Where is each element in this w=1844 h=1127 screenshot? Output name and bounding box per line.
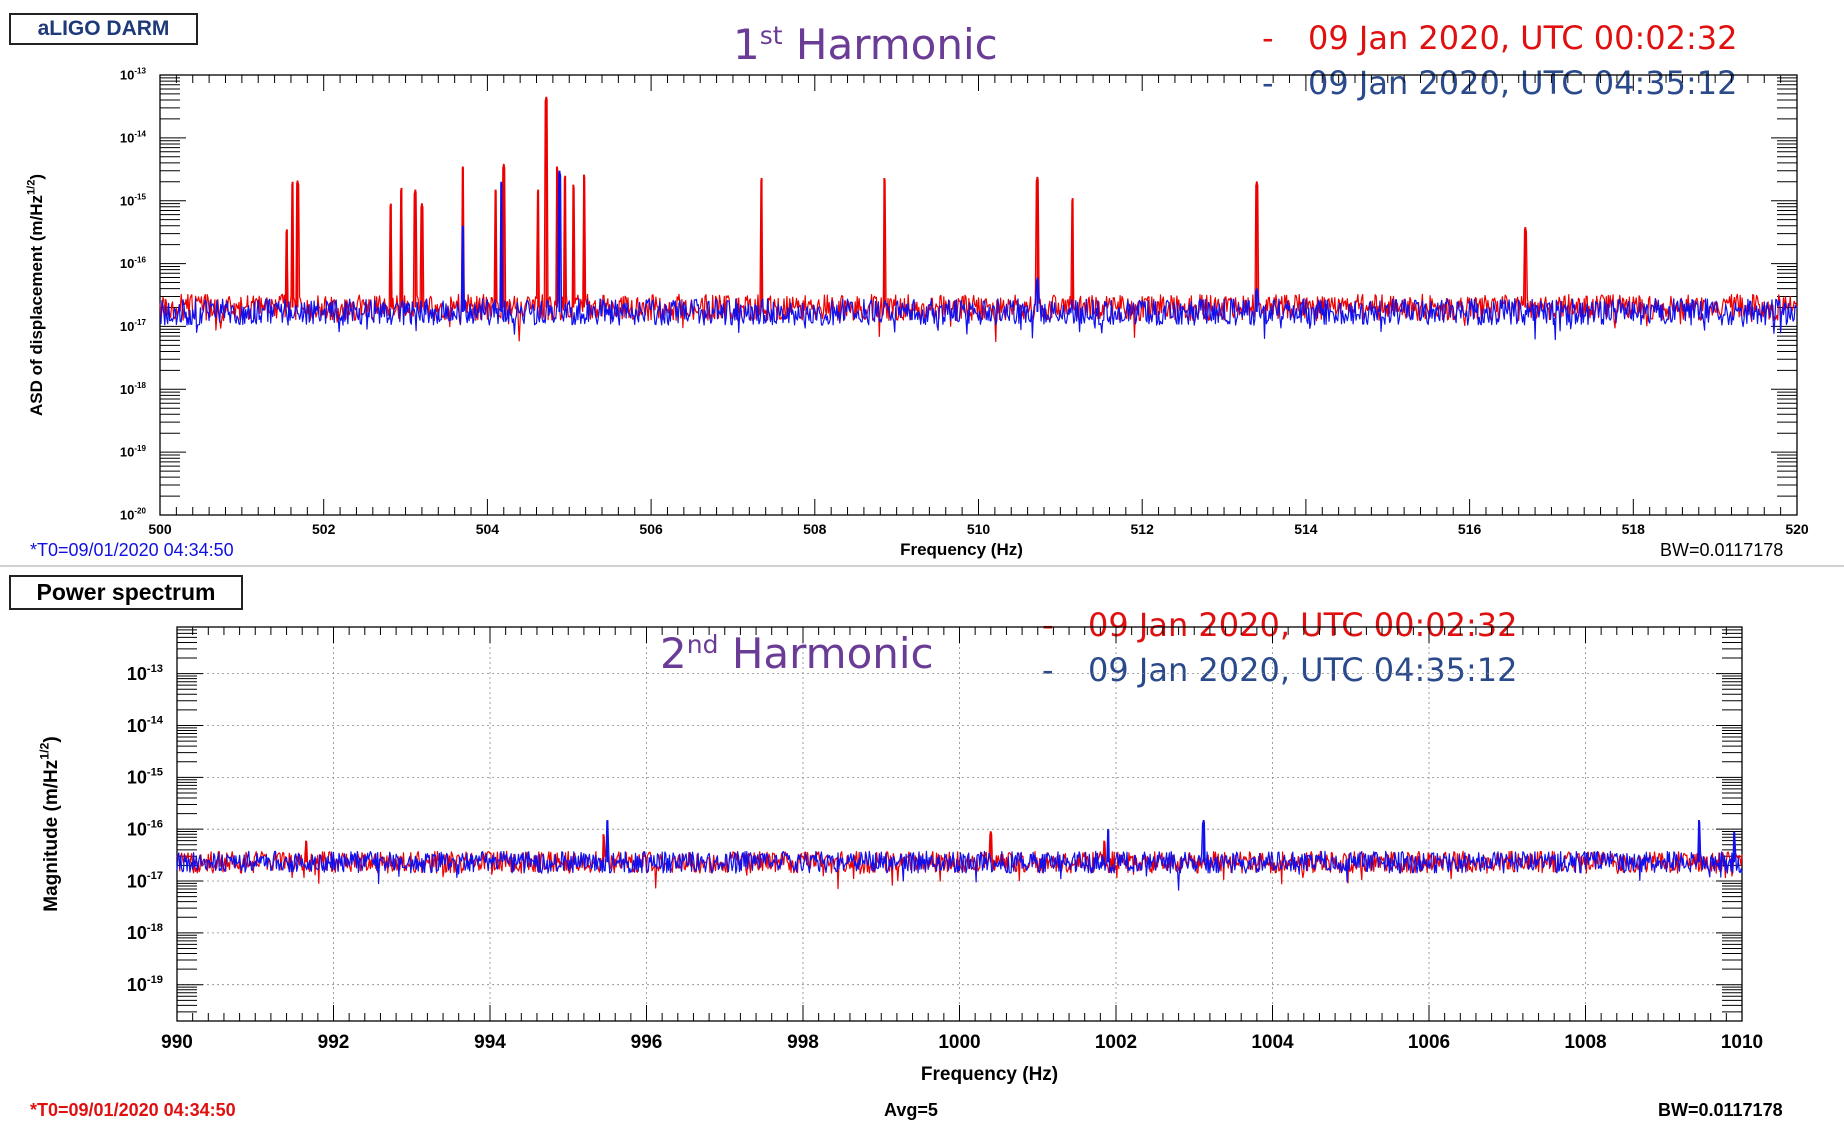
harmonic-ordinal: 1 xyxy=(733,20,760,69)
x-tick-label: 1000 xyxy=(938,1032,980,1053)
x-axis-title: Frequency (Hz) xyxy=(921,1064,1058,1085)
panel-first-harmonic: aLIGO DARM 1st Harmonic -09 Jan 2020, UT… xyxy=(9,13,1809,560)
y-tick-label: 10-13 xyxy=(120,67,147,83)
x-tick-label: 1002 xyxy=(1095,1032,1137,1053)
x-tick-label: 996 xyxy=(631,1032,663,1053)
legend-entry-red: -09 Jan 2020, UTC 00:02:32 xyxy=(1042,603,1518,648)
x-tick-label: 520 xyxy=(1785,521,1809,537)
harmonic-ordinal: 2 xyxy=(660,629,687,678)
legend-label: 09 Jan 2020, UTC 00:02:32 xyxy=(1308,19,1738,57)
y-tick-label: 10-19 xyxy=(127,974,163,995)
legend: -09 Jan 2020, UTC 00:02:32 -09 Jan 2020,… xyxy=(1262,16,1738,106)
y-tick-label: 10-15 xyxy=(127,767,163,788)
series-line xyxy=(159,170,1798,341)
y-tick-label: 10-17 xyxy=(127,870,163,891)
y-tick-label: 10-15 xyxy=(120,192,147,208)
panel-title: aLIGO DARM xyxy=(9,13,198,45)
average-label: Avg=5 xyxy=(884,1100,938,1120)
harmonic-title: 2nd Harmonic xyxy=(660,629,934,678)
x-tick-label: 1004 xyxy=(1251,1032,1294,1053)
legend-entry-blue: -09 Jan 2020, UTC 04:35:12 xyxy=(1042,648,1518,693)
panel-title: Power spectrum xyxy=(9,575,243,610)
x-tick-label: 502 xyxy=(312,521,336,537)
x-tick-label: 500 xyxy=(148,521,172,537)
x-tick-label: 992 xyxy=(318,1032,350,1053)
x-tick-label: 510 xyxy=(967,521,991,537)
y-tick-label: 10-17 xyxy=(120,318,147,334)
x-tick-label: 516 xyxy=(1458,521,1482,537)
asd-chart: 500 502 504 506 508 510 512 514 516 518 520 10-20 10… xyxy=(25,67,1809,559)
y-axis-title: ASD of displacement (m/Hz1/2) xyxy=(25,174,46,416)
legend-dash: - xyxy=(1262,64,1274,102)
t0-label: *T0=09/01/2020 04:34:50 xyxy=(30,1100,236,1120)
legend-dash: - xyxy=(1262,19,1274,57)
x-tick-label: 514 xyxy=(1294,521,1318,537)
legend-label: 09 Jan 2020, UTC 04:35:12 xyxy=(1088,651,1518,689)
legend-entry-red: -09 Jan 2020, UTC 00:02:32 xyxy=(1262,16,1738,61)
y-tick-label: 10-14 xyxy=(120,130,147,146)
y-tick-label: 10-18 xyxy=(120,381,147,397)
t0-label: *T0=09/01/2020 04:34:50 xyxy=(30,540,234,560)
plot-frame xyxy=(159,74,1798,516)
legend-dash: - xyxy=(1042,651,1054,689)
x-tick-label: 994 xyxy=(474,1032,506,1053)
panel-second-harmonic: Power spectrum 2nd Harmonic -09 Jan 2020… xyxy=(0,565,1844,1127)
y-tick-label: 10-20 xyxy=(120,507,147,523)
harmonic-ordinal-suffix: nd xyxy=(686,630,719,659)
bandwidth-label: BW=0.0117178 xyxy=(1658,1100,1783,1120)
legend-dash: - xyxy=(1042,606,1054,644)
y-tick-label: 10-14 xyxy=(127,715,164,736)
y-tick-label: 10-18 xyxy=(127,922,163,943)
x-axis-title: Frequency (Hz) xyxy=(900,540,1023,559)
harmonic-word: Harmonic xyxy=(795,20,998,69)
x-tick-label: 518 xyxy=(1622,521,1646,537)
legend-label: 09 Jan 2020, UTC 00:02:32 xyxy=(1088,606,1518,644)
bandwidth-label: BW=0.0117178 xyxy=(1660,540,1784,560)
x-tick-label: 512 xyxy=(1131,521,1155,537)
y-tick-label: 10-16 xyxy=(120,255,147,271)
y-tick-label: 10-13 xyxy=(127,663,163,684)
harmonic-title: 1st Harmonic xyxy=(733,20,998,69)
x-tick-label: 1010 xyxy=(1721,1032,1763,1053)
harmonic-ordinal-suffix: st xyxy=(759,21,783,50)
x-tick-label: 1008 xyxy=(1564,1032,1606,1053)
x-tick-label: 508 xyxy=(803,521,827,537)
y-tick-label: 10-19 xyxy=(120,444,147,460)
x-tick-label: 506 xyxy=(639,521,663,537)
x-tick-label: 998 xyxy=(787,1032,819,1053)
harmonic-word: Harmonic xyxy=(731,629,934,678)
x-tick-label: 1006 xyxy=(1408,1032,1450,1053)
x-tick-label: 990 xyxy=(161,1032,193,1053)
series-line xyxy=(176,820,1743,891)
magnitude-chart: 990 992 994 996 998 1000 1002 1004 1006 1008 1010 1… xyxy=(37,626,1763,1085)
y-tick-label: 10-16 xyxy=(127,818,163,839)
x-tick-label: 504 xyxy=(476,521,500,537)
legend: -09 Jan 2020, UTC 00:02:32 -09 Jan 2020,… xyxy=(1042,603,1518,693)
y-axis-title: Magnitude (m/Hz1/2) xyxy=(37,736,62,912)
